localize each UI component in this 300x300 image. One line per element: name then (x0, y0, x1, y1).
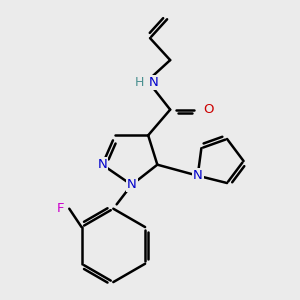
Text: O: O (203, 103, 214, 116)
Text: N: N (149, 76, 158, 88)
Text: N: N (127, 178, 136, 191)
Text: N: N (98, 158, 107, 171)
Text: F: F (56, 202, 64, 215)
Text: H: H (135, 76, 144, 88)
Text: N: N (193, 169, 202, 182)
